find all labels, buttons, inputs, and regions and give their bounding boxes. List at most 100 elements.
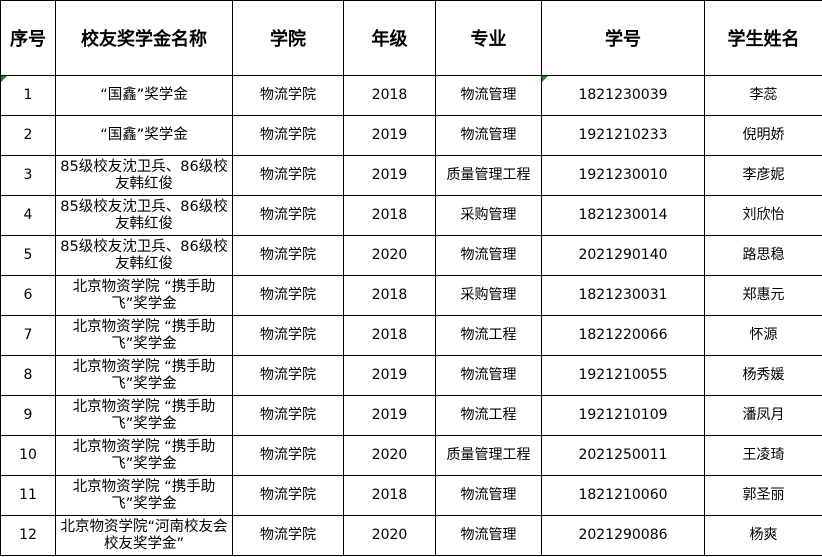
- cell-no[interactable]: 5: [0, 235, 56, 276]
- cell-student-name[interactable]: 李彦妮: [704, 155, 822, 196]
- header-college[interactable]: 学院: [232, 0, 344, 76]
- cell-no[interactable]: 11: [0, 475, 56, 516]
- cell-student-id[interactable]: 2021290140: [541, 235, 705, 276]
- cell-grade[interactable]: 2019: [343, 155, 436, 196]
- cell-award[interactable]: 85级校友沈卫兵、86级校友韩红俊: [55, 195, 233, 236]
- cell-student-name[interactable]: 怀源: [704, 315, 822, 356]
- cell-no[interactable]: 9: [0, 395, 56, 436]
- cell-student-name[interactable]: 刘欣怡: [704, 195, 822, 236]
- cell-major[interactable]: 物流工程: [435, 395, 542, 436]
- cell-college[interactable]: 物流学院: [232, 435, 344, 476]
- cell-college[interactable]: 物流学院: [232, 75, 344, 116]
- cell-student-name[interactable]: 杨爽: [704, 515, 822, 556]
- cell-award[interactable]: 北京物资学院 “携手助飞”奖学金: [55, 355, 233, 396]
- cell-student-id[interactable]: 1821230039: [541, 75, 705, 116]
- cell-college[interactable]: 物流学院: [232, 315, 344, 356]
- header-grade[interactable]: 年级: [343, 0, 436, 76]
- cell-major[interactable]: 采购管理: [435, 275, 542, 316]
- cell-no[interactable]: 7: [0, 315, 56, 356]
- cell-student-id[interactable]: 1821220066: [541, 315, 705, 356]
- cell-student-name[interactable]: 倪明娇: [704, 115, 822, 156]
- cell-grade[interactable]: 2019: [343, 355, 436, 396]
- cell-grade[interactable]: 2018: [343, 195, 436, 236]
- cell-major[interactable]: 物流管理: [435, 115, 542, 156]
- cell-no[interactable]: 2: [0, 115, 56, 156]
- cell-college[interactable]: 物流学院: [232, 475, 344, 516]
- table-row: 5 85级校友沈卫兵、86级校友韩红俊 物流学院 2020 物流管理 2021290140…: [0, 235, 822, 276]
- cell-no[interactable]: 10: [0, 435, 56, 476]
- cell-award[interactable]: 北京物资学院 “携手助飞”奖学金: [55, 315, 233, 356]
- header-award[interactable]: 校友奖学金名称: [55, 0, 233, 76]
- cell-grade[interactable]: 2019: [343, 395, 436, 436]
- cell-student-id[interactable]: 1821210060: [541, 475, 705, 516]
- cell-award[interactable]: 北京物资学院 “携手助飞”奖学金: [55, 475, 233, 516]
- table-row: 4 85级校友沈卫兵、86级校友韩红俊 物流学院 2018 采购管理 1821230014…: [0, 195, 822, 236]
- cell-college[interactable]: 物流学院: [232, 275, 344, 316]
- cell-college[interactable]: 物流学院: [232, 115, 344, 156]
- cell-no[interactable]: 12: [0, 515, 56, 556]
- cell-major[interactable]: 采购管理: [435, 195, 542, 236]
- cell-award[interactable]: 北京物资学院 “携手助飞”奖学金: [55, 395, 233, 436]
- cell-grade[interactable]: 2018: [343, 75, 436, 116]
- cell-college[interactable]: 物流学院: [232, 195, 344, 236]
- cell-grade[interactable]: 2019: [343, 115, 436, 156]
- cell-student-name[interactable]: 李蕊: [704, 75, 822, 116]
- header-major[interactable]: 专业: [435, 0, 542, 76]
- cell-major[interactable]: 物流工程: [435, 315, 542, 356]
- cell-award[interactable]: 85级校友沈卫兵、86级校友韩红俊: [55, 155, 233, 196]
- table-row: 12 北京物资学院“河南校友会校友奖学金” 物流学院 2020 物流管理 20212900…: [0, 515, 822, 556]
- cell-award[interactable]: “国鑫”奖学金: [55, 75, 233, 116]
- table-row: 8 北京物资学院 “携手助飞”奖学金 物流学院 2019 物流管理 1921210055 杨…: [0, 355, 822, 396]
- cell-no[interactable]: 6: [0, 275, 56, 316]
- cell-award[interactable]: 北京物资学院 “携手助飞”奖学金: [55, 275, 233, 316]
- cell-student-id[interactable]: 1821230031: [541, 275, 705, 316]
- cell-award[interactable]: 北京物资学院 “携手助飞”奖学金: [55, 435, 233, 476]
- cell-college[interactable]: 物流学院: [232, 515, 344, 556]
- table-row: 7 北京物资学院 “携手助飞”奖学金 物流学院 2018 物流工程 1821220066 怀…: [0, 315, 822, 356]
- cell-major[interactable]: 质量管理工程: [435, 435, 542, 476]
- table-row: 9 北京物资学院 “携手助飞”奖学金 物流学院 2019 物流工程 1921210109 潘…: [0, 395, 822, 436]
- cell-student-id[interactable]: 2021250011: [541, 435, 705, 476]
- cell-student-name[interactable]: 郑惠元: [704, 275, 822, 316]
- cell-major[interactable]: 物流管理: [435, 75, 542, 116]
- header-no[interactable]: 序号: [0, 0, 56, 76]
- cell-award[interactable]: 北京物资学院“河南校友会校友奖学金”: [55, 515, 233, 556]
- cell-college[interactable]: 物流学院: [232, 395, 344, 436]
- cell-major[interactable]: 物流管理: [435, 475, 542, 516]
- cell-no[interactable]: 8: [0, 355, 56, 396]
- cell-college[interactable]: 物流学院: [232, 155, 344, 196]
- cell-student-name[interactable]: 郭圣丽: [704, 475, 822, 516]
- cell-major[interactable]: 物流管理: [435, 235, 542, 276]
- header-student-id[interactable]: 学号: [541, 0, 705, 76]
- cell-grade[interactable]: 2018: [343, 475, 436, 516]
- cell-student-id[interactable]: 2021290086: [541, 515, 705, 556]
- cell-student-name[interactable]: 王凌琦: [704, 435, 822, 476]
- cell-grade[interactable]: 2020: [343, 235, 436, 276]
- cell-student-id[interactable]: 1821230014: [541, 195, 705, 236]
- cell-student-name[interactable]: 杨秀媛: [704, 355, 822, 396]
- cell-major[interactable]: 质量管理工程: [435, 155, 542, 196]
- cell-major[interactable]: 物流管理: [435, 515, 542, 556]
- cell-no[interactable]: 4: [0, 195, 56, 236]
- cell-student-id[interactable]: 1921230010: [541, 155, 705, 196]
- cell-award[interactable]: 85级校友沈卫兵、86级校友韩红俊: [55, 235, 233, 276]
- cell-student-id[interactable]: 1921210109: [541, 395, 705, 436]
- cell-college[interactable]: 物流学院: [232, 355, 344, 396]
- table-row: 6 北京物资学院 “携手助飞”奖学金 物流学院 2018 采购管理 1821230031 郑…: [0, 275, 822, 316]
- cell-student-name[interactable]: 路思稳: [704, 235, 822, 276]
- cell-college[interactable]: 物流学院: [232, 235, 344, 276]
- cell-student-id[interactable]: 1921210055: [541, 355, 705, 396]
- cell-student-id[interactable]: 1921210233: [541, 115, 705, 156]
- cell-no[interactable]: 3: [0, 155, 56, 196]
- cell-major[interactable]: 物流管理: [435, 355, 542, 396]
- cell-student-name[interactable]: 潘凤月: [704, 395, 822, 436]
- cell-no[interactable]: 1: [0, 75, 56, 116]
- cell-grade[interactable]: 2018: [343, 315, 436, 356]
- table-row: 3 85级校友沈卫兵、86级校友韩红俊 物流学院 2019 质量管理工程 19212300…: [0, 155, 822, 196]
- cell-award[interactable]: “国鑫”奖学金: [55, 115, 233, 156]
- cell-grade[interactable]: 2018: [343, 275, 436, 316]
- cell-grade[interactable]: 2020: [343, 435, 436, 476]
- cell-grade[interactable]: 2020: [343, 515, 436, 556]
- header-student-name[interactable]: 学生姓名: [704, 0, 822, 76]
